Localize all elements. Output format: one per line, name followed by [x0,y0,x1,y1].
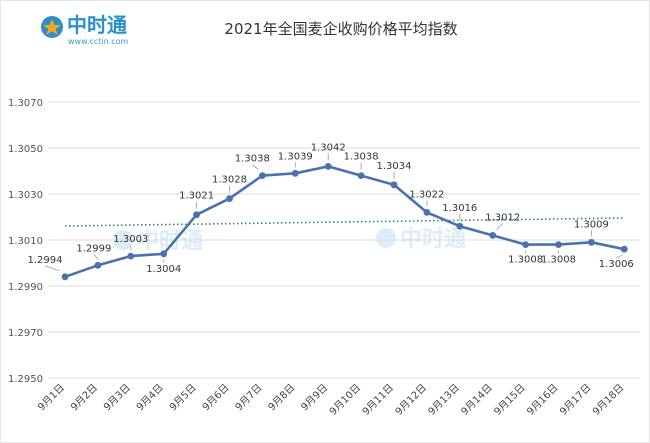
x-tick-label: 9月9日 [299,382,331,414]
data-point [423,209,431,216]
data-label: 1.3034 [377,161,412,172]
x-tick-label: 9月8日 [266,382,298,414]
y-tick-label: 1.2970 [8,328,43,339]
logo-name: 中时通 [67,13,127,37]
data-point [620,245,628,253]
data-label: 1.3038 [344,152,379,163]
data-point [61,273,69,281]
y-axis: 1.3070 1.3050 1.3030 1.3010 1.2990 1.2970 1.29… [8,98,43,385]
data-point [226,195,233,203]
gridlines [48,101,640,379]
x-tick-label: 9月11日 [360,382,396,418]
data-point [259,172,266,180]
x-tick-label: 9月13日 [426,382,462,418]
x-tick-label: 9月10日 [327,382,363,418]
y-tick-label: 1.3070 [8,98,43,109]
label-leader [252,164,259,170]
x-tick-label: 9月18日 [590,382,626,418]
data-label: 1.3004 [146,264,181,275]
data-label: 1.3028 [212,175,247,186]
x-tick-label: 9月6日 [200,382,232,414]
chart-title: 2021年全国麦企收购价格平均指数 [224,20,457,38]
data-point [357,172,365,180]
x-tick-label: 9月14日 [459,382,495,418]
x-tick-label: 9月12日 [393,382,429,418]
data-point [588,238,595,246]
data-point [456,222,464,230]
x-tick-label: 9月2日 [68,382,100,414]
data-point [291,169,299,177]
y-tick-label: 1.3030 [8,190,43,201]
data-label: 1.3009 [574,219,609,230]
data-label: 1.2994 [28,255,63,266]
data-point [522,241,529,249]
x-tick-label: 9月15日 [492,382,528,418]
trendline [64,217,625,227]
x-axis: 9月1日 9月2日 9月3日 9月4日 9月5日 9月6日 9月7日 9月8日 9月9日9月10… [35,382,626,418]
series [61,163,628,281]
label-leader [616,254,623,259]
data-label: 1.2999 [76,243,111,254]
data-label: 1.3006 [599,259,634,270]
logo-icon-star [43,19,61,35]
data-label: 1.3008 [541,255,576,266]
data-label: 1.3022 [409,189,444,200]
data-point [127,252,135,260]
data-point [193,211,201,219]
x-tick-label: 9月5日 [167,382,199,414]
x-tick-label: 9月4日 [134,382,166,414]
data-label: 1.3039 [278,151,313,162]
data-point [390,181,398,189]
series-line [64,165,625,279]
data-label: 1.3008 [508,255,543,266]
label-leader [93,254,99,260]
data-point [324,163,332,170]
y-tick-label: 1.3050 [8,144,43,155]
watermark-text: 中时通 [137,229,203,254]
y-tick-label: 1.2990 [8,282,43,293]
x-tick-label: 9月3日 [101,382,133,414]
x-tick-label: 9月1日 [35,382,67,414]
data-label: 1.3003 [113,234,148,245]
data-point [489,232,497,239]
x-tick-label: 9月17日 [557,382,593,418]
data-label: 1.3038 [235,154,270,165]
data-point [160,250,168,258]
logo: 中时通 www.cctin.com [41,13,129,46]
label-leader [496,223,503,230]
data-label: 1.3012 [485,212,520,223]
data-label: 1.3042 [311,142,346,153]
x-tick-label: 9月7日 [233,382,265,414]
label-leader [44,265,60,272]
data-point [555,241,562,249]
trendline-line [64,217,625,227]
x-tick-label: 9月16日 [524,382,560,418]
y-tick-label: 1.2950 [8,374,43,385]
data-label: 1.3021 [179,191,214,202]
y-tick-label: 1.3010 [8,236,43,247]
data-point [94,261,102,269]
logo-url: www.cctin.com [68,37,129,46]
data-label: 1.3016 [442,203,477,214]
